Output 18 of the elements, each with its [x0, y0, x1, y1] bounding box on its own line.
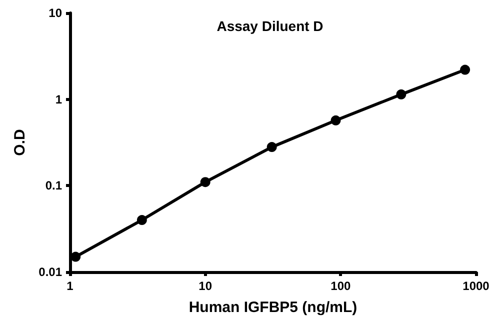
y-tick-label: 10	[48, 6, 62, 20]
point	[200, 177, 210, 188]
y-tick-label: 1	[55, 92, 62, 106]
point	[330, 115, 341, 126]
y-tick-label: 0.01	[38, 265, 62, 279]
x-tick-label: 10	[198, 279, 212, 293]
point	[70, 252, 81, 262]
point	[136, 215, 147, 226]
x-tick-label: 1000	[462, 279, 490, 293]
x-tick-label: 100	[330, 279, 351, 293]
y-tick-label: 0.1	[45, 178, 62, 193]
point	[396, 89, 406, 100]
chart-title: Assay Diluent D	[216, 18, 324, 34]
x-axis-title: Human IGFBP5 (ng/mL)	[188, 299, 358, 316]
y-axis-title: O.D	[12, 129, 29, 156]
x-tick-label: 1	[66, 279, 74, 293]
point	[266, 142, 277, 152]
point	[460, 64, 470, 75]
